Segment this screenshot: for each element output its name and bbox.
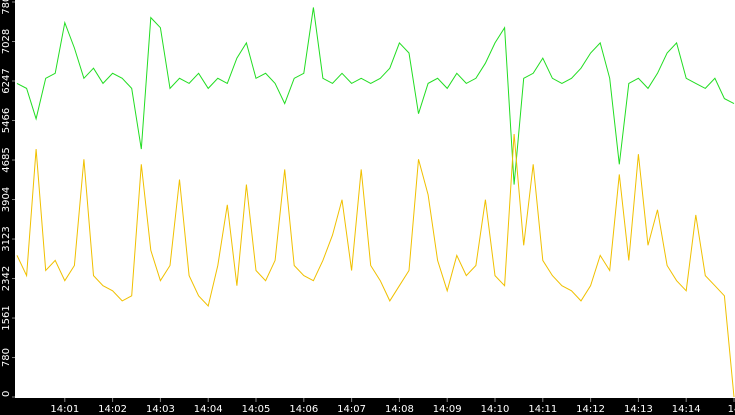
y-tick-label: 7809 xyxy=(1,0,12,15)
x-tick-label: 14:14 xyxy=(672,404,701,415)
x-tick-label: 14 xyxy=(728,404,735,415)
y-tick-label: 1561 xyxy=(1,305,12,330)
x-tick-label: 14:12 xyxy=(576,404,605,415)
x-tick-label: 14:10 xyxy=(481,404,510,415)
series-line xyxy=(16,133,735,398)
x-tick-label: 14:11 xyxy=(528,404,557,415)
y-tick-label: 2342 xyxy=(1,266,12,291)
plot-area xyxy=(15,0,735,398)
y-tick-label: 3904 xyxy=(1,187,12,212)
series-line xyxy=(16,7,735,185)
y-tick-label: 5466 xyxy=(1,108,12,133)
y-tick-label: 6247 xyxy=(1,68,12,93)
y-tick-label: 780 xyxy=(1,348,12,367)
y-tick-label: 0 xyxy=(1,391,12,397)
x-tick-label: 14:01 xyxy=(50,404,79,415)
x-tick-label: 14:02 xyxy=(98,404,127,415)
x-tick-label: 14:04 xyxy=(194,404,223,415)
x-tick-label: 14:09 xyxy=(433,404,462,415)
y-tick-label: 4685 xyxy=(1,147,12,172)
y-tick-label: 3123 xyxy=(1,226,12,251)
x-tick-label: 14:06 xyxy=(289,404,318,415)
x-tick-label: 14:13 xyxy=(624,404,653,415)
y-tick-label: 7028 xyxy=(1,29,12,54)
x-tick-label: 14:08 xyxy=(385,404,414,415)
x-tick-label: 14:07 xyxy=(337,404,366,415)
x-tick-label: 14:03 xyxy=(146,404,175,415)
x-tick-label: 14:05 xyxy=(242,404,271,415)
